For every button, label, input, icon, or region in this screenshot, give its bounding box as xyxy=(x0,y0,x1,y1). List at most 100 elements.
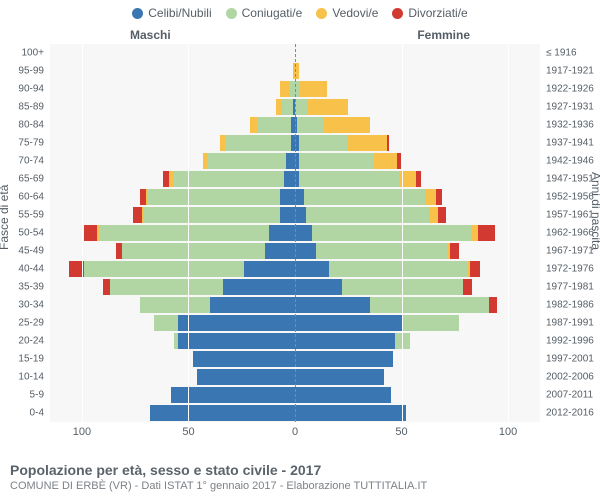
bar-segment xyxy=(348,135,386,150)
bar-segment xyxy=(299,153,374,168)
legend-item: Coniugati/e xyxy=(226,6,303,20)
ytick-age: 85-89 xyxy=(18,102,44,113)
bar-segment xyxy=(297,117,323,132)
bar-segment xyxy=(425,189,436,204)
grid-line xyxy=(188,44,189,422)
bar-segment xyxy=(295,333,395,348)
bar-segment xyxy=(316,243,448,258)
legend-swatch xyxy=(316,8,327,19)
bar-segment xyxy=(223,279,295,294)
bar-female xyxy=(295,297,497,312)
ytick-birth: 1967-1971 xyxy=(546,246,594,257)
ytick-age: 40-44 xyxy=(18,264,44,275)
bar-segment xyxy=(269,225,295,240)
bar-segment xyxy=(436,189,442,204)
bar-segment xyxy=(225,135,291,150)
ytick-age: 5-9 xyxy=(30,390,44,401)
bar-male xyxy=(280,81,295,96)
bar-segment xyxy=(299,81,327,96)
legend-swatch xyxy=(132,8,143,19)
ytick-age: 30-34 xyxy=(18,300,44,311)
bar-male xyxy=(150,405,295,420)
legend-item: Vedovi/e xyxy=(316,6,378,20)
chart-subtitle: COMUNE DI ERBÈ (VR) - Dati ISTAT 1° genn… xyxy=(10,480,590,492)
legend-swatch xyxy=(226,8,237,19)
bar-segment xyxy=(265,243,295,258)
bar-segment xyxy=(323,117,370,132)
bar-male xyxy=(116,243,295,258)
ytick-age: 0-4 xyxy=(30,408,44,419)
bar-female xyxy=(295,351,393,366)
bar-female xyxy=(295,117,370,132)
ytick-age: 50-54 xyxy=(18,228,44,239)
population-pyramid: Celibi/Nubili Coniugati/e Vedovi/e Divorzia… xyxy=(0,0,600,500)
bar-segment xyxy=(210,297,295,312)
bar-female xyxy=(295,99,348,114)
bar-segment xyxy=(148,189,280,204)
legend-swatch xyxy=(392,8,403,19)
bar-segment xyxy=(295,207,306,222)
chart-footer: Popolazione per età, sesso e stato civil… xyxy=(10,462,590,492)
ytick-birth: ≤ 1916 xyxy=(546,48,577,59)
bar-segment xyxy=(299,171,399,186)
label-femmine: Femmine xyxy=(417,28,470,42)
bar-segment xyxy=(387,135,389,150)
bar-segment xyxy=(295,243,316,258)
bar-segment xyxy=(295,261,329,276)
bar-segment xyxy=(374,153,397,168)
ytick-birth: 1997-2001 xyxy=(546,354,594,365)
bar-segment xyxy=(280,81,289,96)
bar-male xyxy=(154,315,295,330)
xtick-label: 100 xyxy=(499,426,517,438)
bar-male xyxy=(133,207,295,222)
bar-female xyxy=(295,225,495,240)
bar-female xyxy=(295,315,459,330)
label-maschi: Maschi xyxy=(130,28,171,42)
bar-segment xyxy=(286,153,295,168)
ytick-age: 25-29 xyxy=(18,318,44,329)
bar-segment xyxy=(150,405,295,420)
bar-segment xyxy=(299,135,348,150)
bar-male xyxy=(193,351,295,366)
bar-segment xyxy=(402,315,460,330)
bar-segment xyxy=(306,207,430,222)
bar-segment xyxy=(470,261,481,276)
bar-female xyxy=(295,153,402,168)
ytick-birth: 1987-1991 xyxy=(546,318,594,329)
bar-female xyxy=(295,387,391,402)
bar-segment xyxy=(208,153,287,168)
bar-segment xyxy=(133,207,142,222)
bar-female xyxy=(295,261,480,276)
bar-segment xyxy=(342,279,463,294)
ytick-age: 35-39 xyxy=(18,282,44,293)
bar-segment xyxy=(280,207,295,222)
chart-title: Popolazione per età, sesso e stato civil… xyxy=(10,462,590,478)
ytick-age: 80-84 xyxy=(18,120,44,131)
ytick-birth: 1992-1996 xyxy=(546,336,594,347)
yaxis-left-title: Fasce di età xyxy=(0,185,11,250)
ytick-birth: 1947-1951 xyxy=(546,174,594,185)
bar-male xyxy=(84,225,295,240)
grid-line xyxy=(508,44,509,422)
legend-item: Divorziati/e xyxy=(392,6,467,20)
bar-male xyxy=(203,153,295,168)
bar-segment xyxy=(171,387,295,402)
bar-segment xyxy=(99,225,269,240)
bar-segment xyxy=(312,225,472,240)
bar-segment xyxy=(295,297,370,312)
bar-female xyxy=(295,405,406,420)
bar-female xyxy=(295,135,389,150)
ytick-birth: 1922-1926 xyxy=(546,84,594,95)
bar-segment xyxy=(463,279,472,294)
ytick-birth: 1932-1936 xyxy=(546,120,594,131)
legend-label: Celibi/Nubili xyxy=(148,6,211,20)
bar-segment xyxy=(489,297,498,312)
bar-male xyxy=(139,189,295,204)
ytick-age: 90-94 xyxy=(18,84,44,95)
grid-line xyxy=(402,44,403,422)
bar-segment xyxy=(295,315,402,330)
bar-segment xyxy=(370,297,489,312)
bar-segment xyxy=(395,333,410,348)
ytick-age: 15-19 xyxy=(18,354,44,365)
bar-segment xyxy=(178,315,295,330)
